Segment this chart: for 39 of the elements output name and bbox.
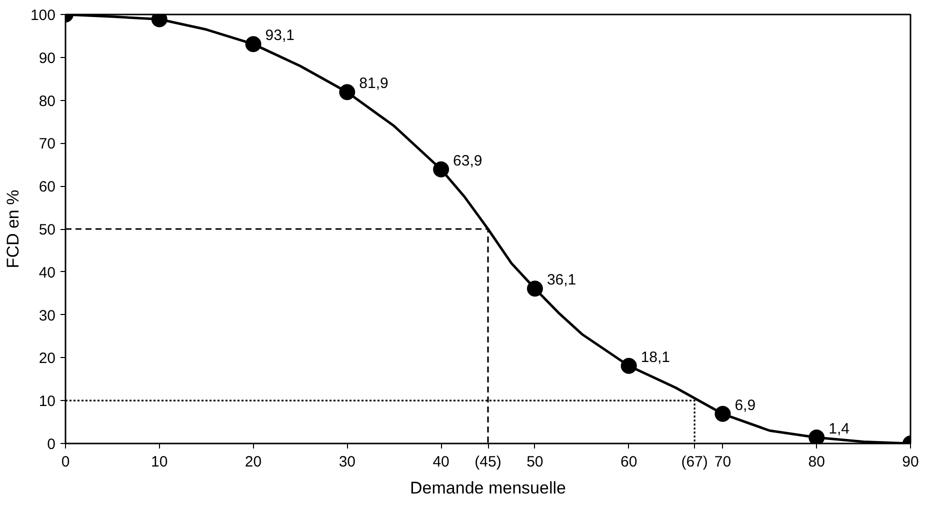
point: [245, 36, 262, 52]
y-tick-label: 60: [38, 178, 56, 196]
point: [433, 161, 450, 178]
x-tick-label: 0: [61, 454, 70, 470]
y-axis-title: FCD en %: [3, 190, 22, 268]
data-label: 6,9: [734, 396, 756, 414]
x-tick-label: 30: [338, 454, 356, 470]
x-tick-label: 10: [151, 454, 168, 470]
data-label: 1,4: [828, 420, 850, 438]
y-tick-label: 30: [38, 307, 56, 324]
y-tick-label: 100: [30, 7, 56, 24]
y-tick-label: 40: [38, 264, 56, 282]
point: [620, 358, 637, 374]
x-axis-title: Demande mensuelle: [410, 478, 566, 498]
point: [808, 430, 825, 444]
y-tick-label: 50: [38, 222, 56, 238]
x-tick-label: 20: [244, 454, 262, 470]
y-tick-label: 0: [47, 436, 56, 453]
point: [714, 406, 731, 422]
point: [339, 84, 356, 100]
y-tick-label: 90: [38, 50, 56, 67]
y-tick-label: 70: [38, 136, 56, 153]
x-tick-label: 50: [526, 454, 544, 470]
x-tick-label: 40: [432, 454, 450, 470]
data-label: 63,9: [453, 152, 482, 170]
y-tick-label: 80: [38, 92, 56, 110]
data-label: 93,1: [265, 27, 294, 44]
data-label: 18,1: [640, 348, 670, 366]
data-label: 36,1: [546, 272, 576, 289]
x-tick-label: (67): [681, 454, 708, 470]
x-tick-label: 60: [620, 454, 638, 470]
x-tick-label: 80: [808, 454, 825, 470]
point: [526, 280, 543, 297]
y-tick-label: 10: [38, 393, 56, 410]
x-tick-label: 70: [714, 454, 732, 470]
data-label: 81,9: [359, 75, 388, 92]
x-tick-label: 90: [902, 454, 919, 470]
x-tick-label: (45): [474, 454, 502, 470]
y-tick-label: 20: [38, 350, 56, 368]
